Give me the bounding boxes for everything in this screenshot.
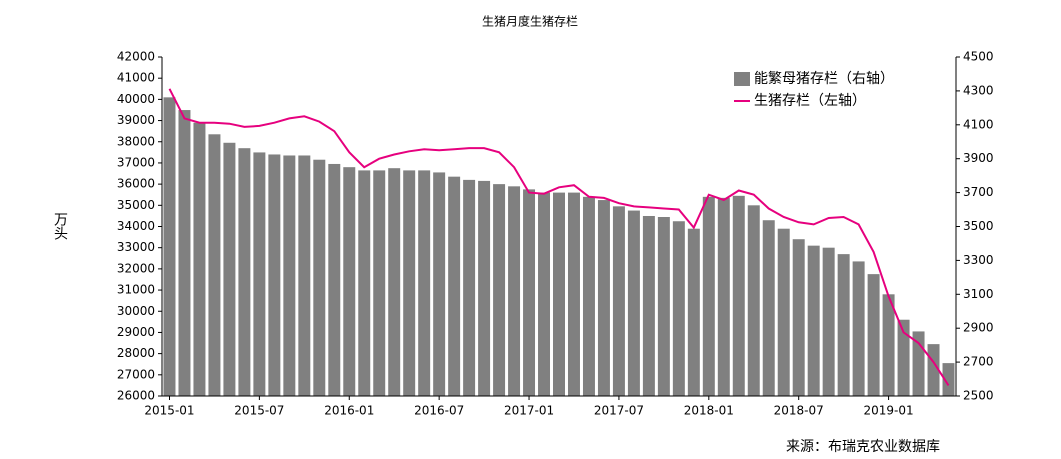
y-tick-label: 35000 [117, 198, 155, 212]
bar [597, 200, 610, 396]
bar [208, 134, 221, 397]
bar [612, 206, 625, 396]
bar [403, 170, 416, 396]
bar [463, 179, 476, 396]
y2-tick-label: 4500 [963, 50, 994, 64]
bar [852, 261, 865, 396]
bar [283, 155, 296, 396]
bar [687, 228, 700, 396]
bar [298, 155, 311, 396]
x-tick-label: 2016-01 [324, 404, 374, 418]
x-tick-label: 2017-01 [504, 404, 554, 418]
bar [193, 122, 206, 397]
legend-label: 生猪存栏（左轴） [754, 93, 866, 109]
y2-tick-label: 2500 [963, 389, 994, 403]
y2-tick-label: 3500 [963, 219, 994, 233]
line [168, 88, 950, 386]
bar [822, 247, 835, 396]
bar [448, 176, 461, 396]
x-tick-label: 2018-01 [684, 404, 734, 418]
bar [478, 180, 491, 396]
x-tick-label: 2019-01 [864, 404, 914, 418]
bar [253, 152, 266, 396]
y-tick-label: 33000 [117, 240, 155, 254]
bar [897, 319, 910, 396]
bar [567, 192, 580, 396]
bar [508, 186, 521, 396]
bar [777, 228, 790, 396]
y2-tick-label: 2900 [963, 321, 994, 335]
y-axis-label: 万头 [52, 212, 68, 240]
bar [642, 215, 655, 396]
x-tick-label: 2015-01 [144, 404, 194, 418]
bar [927, 344, 940, 396]
y-tick-label: 39000 [117, 113, 155, 127]
y2-tick-label: 3300 [963, 253, 994, 267]
bar [178, 110, 191, 396]
bar [343, 167, 356, 396]
bar [328, 163, 341, 396]
bar [163, 97, 176, 396]
bar [717, 197, 730, 396]
bar [433, 172, 446, 396]
y-tick-label: 40000 [117, 92, 155, 106]
bar [762, 220, 775, 396]
legend-swatch [734, 72, 750, 86]
y-tick-label: 30000 [117, 304, 155, 318]
y2-tick-label: 4100 [963, 117, 994, 131]
bar [672, 221, 685, 396]
bar [358, 170, 371, 396]
y-tick-label: 36000 [117, 177, 155, 191]
bar [837, 254, 850, 396]
y-tick-label: 37000 [117, 155, 155, 169]
bar [493, 184, 506, 396]
y-tick-label: 28000 [117, 346, 155, 360]
y2-tick-label: 3100 [963, 287, 994, 301]
bar [747, 205, 760, 396]
x-tick-label: 2016-07 [414, 404, 464, 418]
bar [882, 294, 895, 396]
x-tick-label: 2018-07 [774, 404, 824, 418]
bar [732, 195, 745, 396]
chart-title: 生猪月度生猪存栏 [482, 14, 578, 29]
bar [373, 170, 386, 396]
y-tick-label: 29000 [117, 325, 155, 339]
bar [223, 142, 236, 396]
bar [792, 239, 805, 396]
bar [538, 192, 551, 396]
y-tick-label: 26000 [117, 389, 155, 403]
y-tick-label: 38000 [117, 134, 155, 148]
bar [553, 192, 565, 396]
y-tick-label: 42000 [117, 50, 155, 64]
y2-tick-label: 3900 [963, 151, 994, 165]
y2-tick-label: 3700 [963, 185, 994, 199]
y-tick-label: 34000 [117, 219, 155, 233]
bar [867, 274, 880, 396]
y-tick-label: 32000 [117, 261, 155, 275]
y-tick-label: 41000 [117, 71, 155, 85]
bar [807, 245, 820, 396]
x-tick-label: 2017-07 [594, 404, 644, 418]
bar [418, 170, 431, 396]
source-note: 来源：布瑞克农业数据库 [786, 439, 940, 455]
y2-tick-label: 4300 [963, 83, 994, 97]
bar [388, 168, 401, 396]
bar [702, 196, 715, 396]
bar [627, 210, 640, 396]
x-tick-label: 2015-07 [234, 404, 284, 418]
bar [313, 159, 326, 396]
y-tick-label: 31000 [117, 283, 155, 297]
bar [268, 154, 281, 396]
bar [238, 148, 251, 396]
bar [582, 196, 595, 396]
bar [912, 331, 925, 396]
legend-label: 能繁母猪存栏（右轴） [754, 71, 894, 87]
bar [942, 363, 955, 396]
bar [657, 217, 670, 396]
y-tick-label: 27000 [117, 367, 155, 381]
bar [523, 189, 536, 396]
y2-tick-label: 2700 [963, 355, 994, 369]
